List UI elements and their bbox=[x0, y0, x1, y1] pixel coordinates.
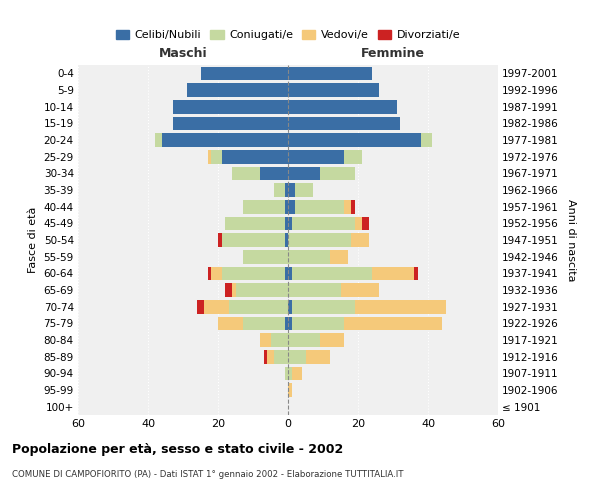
Bar bbox=[284, 200, 288, 213]
Bar bbox=[351, 200, 355, 213]
Bar bbox=[288, 233, 351, 247]
Bar bbox=[288, 266, 292, 280]
Bar bbox=[218, 233, 221, 247]
Bar bbox=[344, 150, 361, 164]
Y-axis label: Fasce di età: Fasce di età bbox=[28, 207, 38, 273]
Bar bbox=[292, 366, 302, 380]
Bar bbox=[187, 83, 288, 97]
Bar bbox=[330, 250, 347, 264]
Bar bbox=[288, 366, 292, 380]
Bar bbox=[288, 250, 330, 264]
Bar bbox=[221, 150, 288, 164]
Bar bbox=[200, 66, 288, 80]
Bar bbox=[421, 133, 431, 147]
Text: Maschi: Maschi bbox=[158, 47, 208, 60]
Bar bbox=[229, 300, 288, 314]
Bar bbox=[320, 333, 344, 347]
Bar bbox=[288, 300, 292, 314]
Bar bbox=[274, 350, 288, 364]
Bar bbox=[288, 100, 397, 114]
Bar bbox=[414, 266, 418, 280]
Bar bbox=[235, 283, 288, 297]
Bar bbox=[211, 266, 221, 280]
Bar bbox=[288, 350, 305, 364]
Bar bbox=[284, 366, 288, 380]
Bar bbox=[351, 233, 368, 247]
Bar bbox=[274, 183, 284, 197]
Bar bbox=[288, 83, 379, 97]
Bar bbox=[162, 133, 288, 147]
Bar bbox=[355, 300, 445, 314]
Bar bbox=[284, 233, 288, 247]
Bar bbox=[173, 100, 288, 114]
Bar bbox=[341, 283, 379, 297]
Bar bbox=[292, 316, 344, 330]
Bar bbox=[288, 333, 320, 347]
Bar bbox=[211, 150, 221, 164]
Bar bbox=[288, 216, 292, 230]
Bar bbox=[344, 316, 442, 330]
Bar bbox=[225, 283, 232, 297]
Bar bbox=[292, 266, 372, 280]
Bar bbox=[208, 266, 211, 280]
Bar bbox=[288, 383, 292, 397]
Bar bbox=[284, 216, 288, 230]
Bar bbox=[305, 350, 330, 364]
Bar bbox=[288, 283, 341, 297]
Bar bbox=[232, 166, 260, 180]
Bar bbox=[295, 183, 313, 197]
Bar bbox=[288, 183, 295, 197]
Bar bbox=[267, 350, 274, 364]
Bar bbox=[218, 316, 242, 330]
Text: Popolazione per età, sesso e stato civile - 2002: Popolazione per età, sesso e stato civil… bbox=[12, 442, 343, 456]
Bar bbox=[242, 250, 288, 264]
Bar bbox=[320, 166, 355, 180]
Bar bbox=[208, 150, 211, 164]
Bar bbox=[372, 266, 414, 280]
Bar bbox=[355, 216, 361, 230]
Bar bbox=[288, 316, 292, 330]
Bar bbox=[155, 133, 162, 147]
Bar bbox=[288, 166, 320, 180]
Bar bbox=[361, 216, 368, 230]
Bar bbox=[292, 300, 355, 314]
Text: COMUNE DI CAMPOFIORITO (PA) - Dati ISTAT 1° gennaio 2002 - Elaborazione TUTTITAL: COMUNE DI CAMPOFIORITO (PA) - Dati ISTAT… bbox=[12, 470, 404, 479]
Bar bbox=[288, 133, 421, 147]
Bar bbox=[344, 200, 351, 213]
Bar bbox=[197, 300, 204, 314]
Bar bbox=[225, 216, 284, 230]
Y-axis label: Anni di nascita: Anni di nascita bbox=[566, 198, 575, 281]
Bar bbox=[284, 266, 288, 280]
Legend: Celibi/Nubili, Coniugati/e, Vedovi/e, Divorziati/e: Celibi/Nubili, Coniugati/e, Vedovi/e, Di… bbox=[112, 25, 464, 44]
Bar bbox=[204, 300, 229, 314]
Bar bbox=[232, 283, 235, 297]
Bar bbox=[260, 333, 271, 347]
Bar bbox=[284, 183, 288, 197]
Bar bbox=[221, 266, 284, 280]
Bar bbox=[284, 316, 288, 330]
Bar bbox=[271, 333, 288, 347]
Bar bbox=[288, 200, 295, 213]
Bar bbox=[292, 216, 355, 230]
Bar bbox=[263, 350, 267, 364]
Bar bbox=[173, 116, 288, 130]
Bar bbox=[221, 233, 284, 247]
Bar bbox=[288, 150, 344, 164]
Text: Femmine: Femmine bbox=[361, 47, 425, 60]
Bar bbox=[260, 166, 288, 180]
Bar bbox=[242, 200, 284, 213]
Bar bbox=[295, 200, 344, 213]
Bar bbox=[288, 116, 400, 130]
Bar bbox=[288, 66, 372, 80]
Bar bbox=[242, 316, 284, 330]
